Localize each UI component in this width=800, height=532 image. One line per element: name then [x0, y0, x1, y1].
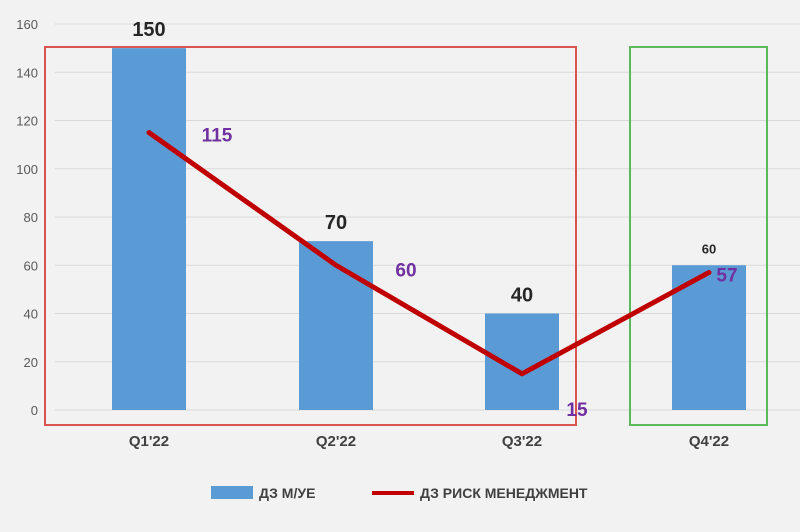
- y-tick-label: 60: [24, 258, 38, 273]
- legend-label-bar: ДЗ М/УЕ: [259, 485, 315, 501]
- line-series: [146, 130, 712, 377]
- bar: [672, 265, 746, 410]
- bar-data-label: 150: [132, 19, 165, 41]
- y-tick-label: 80: [24, 210, 38, 225]
- x-tick-label: Q3'22: [502, 433, 542, 450]
- x-tick-label: Q2'22: [316, 433, 356, 450]
- y-tick-label: 100: [16, 162, 38, 177]
- y-tick-label: 0: [31, 403, 38, 418]
- bar-data-label: 70: [325, 212, 347, 234]
- highlight-boxes: [44, 46, 768, 426]
- y-tick-label: 140: [16, 65, 38, 80]
- y-axis: 0 20 40 60 80 100 120 140 160: [16, 17, 38, 418]
- line-data-label: 115: [202, 126, 233, 147]
- x-tick-label: Q4'22: [689, 433, 729, 450]
- highlight-box-green: [629, 46, 768, 426]
- line-data-label: 15: [566, 400, 588, 421]
- legend-swatch-bar: [211, 486, 253, 499]
- x-axis: Q1'22 Q2'22 Q3'22 Q4'22: [129, 433, 729, 450]
- y-tick-label: 160: [16, 17, 38, 32]
- highlight-box-red: [44, 46, 577, 426]
- x-tick-label: Q1'22: [129, 433, 169, 450]
- legend-label-line: ДЗ РИСК МЕНЕДЖМЕНТ: [420, 485, 588, 501]
- bar-series: [112, 48, 746, 410]
- bar-data-label: 40: [511, 285, 533, 307]
- bar: [299, 241, 373, 410]
- legend: ДЗ М/УЕ ДЗ РИСК МЕНЕДЖМЕНТ: [211, 485, 588, 501]
- line-data-label: 60: [395, 260, 416, 281]
- bar-data-label: 60: [702, 241, 716, 256]
- bar: [112, 48, 186, 410]
- y-tick-label: 20: [24, 355, 38, 370]
- data-labels: 150 70 40 60 115 60 15 57: [132, 19, 737, 421]
- y-tick-label: 120: [16, 114, 38, 129]
- y-tick-label: 40: [24, 307, 38, 322]
- line-data-label: 57: [716, 265, 737, 286]
- series-line: [146, 130, 712, 377]
